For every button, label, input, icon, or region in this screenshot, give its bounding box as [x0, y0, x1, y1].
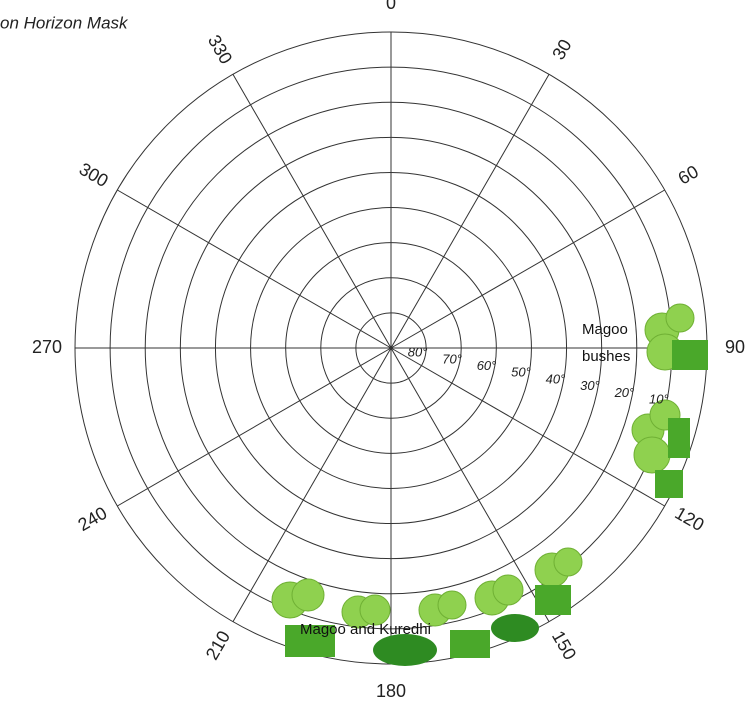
grid-spoke [117, 189, 392, 349]
r-tick-label: 60° [477, 358, 497, 373]
x-tick-label: 330 [204, 31, 236, 67]
bush [341, 594, 437, 666]
x-tick-label: 0 [386, 0, 396, 13]
grid-spoke [390, 74, 550, 349]
bush [474, 574, 539, 642]
x-tick-label: 270 [32, 337, 62, 357]
grid-spoke [390, 347, 665, 507]
x-tick-label: 180 [376, 681, 406, 701]
r-tick-label: 30° [580, 378, 600, 393]
chart-title: on Horizon Mask [0, 13, 129, 32]
r-tick-label: 40° [546, 371, 566, 386]
x-tick-label: 90 [725, 337, 745, 357]
r-tick-label: 20° [614, 385, 635, 400]
x-tick-label: 150 [548, 627, 580, 663]
grid-spoke [390, 347, 550, 622]
r-tick-label: 10° [649, 392, 669, 407]
r-tick-label: 50° [511, 365, 531, 380]
grid-spoke [232, 347, 392, 622]
r-tick-label: 80° [408, 345, 428, 360]
r-tick-label: 70° [442, 351, 462, 366]
bush [271, 578, 335, 657]
x-tick-label: 300 [76, 159, 112, 191]
x-tick-label: 120 [672, 503, 708, 535]
bush [418, 590, 490, 658]
grid-spoke [232, 74, 392, 349]
bush-icons [271, 303, 708, 666]
bush [534, 547, 583, 615]
grid-spoke [390, 189, 665, 349]
x-tick-label: 210 [202, 627, 234, 663]
bush [644, 303, 708, 371]
annotation: Magoo and Kuredhi [300, 621, 431, 638]
x-tick-label: 60 [675, 161, 702, 188]
x-tick-label: 240 [74, 503, 110, 535]
bush [631, 399, 690, 498]
annotation: Magoo bushes [582, 321, 631, 365]
grid-spoke [117, 347, 392, 507]
x-tick-label: 30 [548, 36, 575, 63]
